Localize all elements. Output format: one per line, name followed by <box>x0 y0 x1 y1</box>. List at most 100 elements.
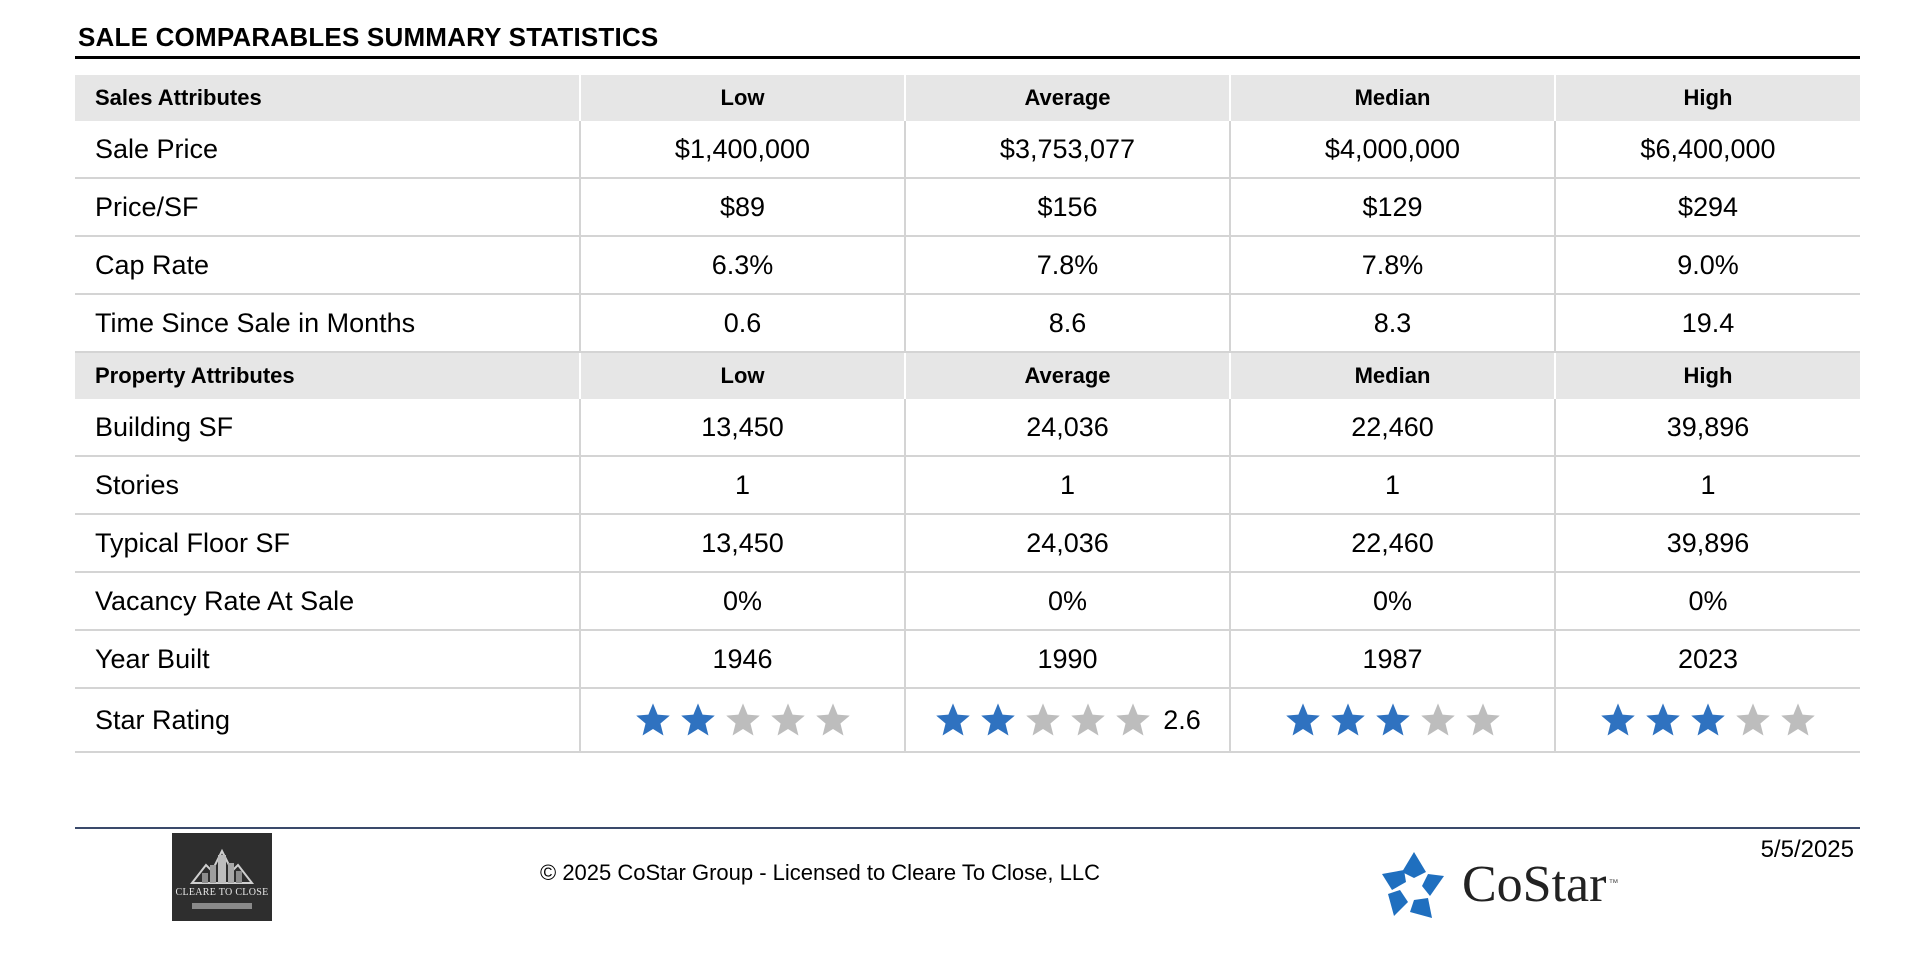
star-filled-icon <box>1601 703 1635 736</box>
cell-high: 1 <box>1554 456 1860 515</box>
column-header-median: Median <box>1229 352 1555 399</box>
cell-average: 1 <box>904 456 1230 515</box>
cell-average: 1990 <box>904 630 1230 689</box>
row-label: Building SF <box>75 399 580 457</box>
cell-low: 13,450 <box>579 514 905 573</box>
cell-average: $3,753,077 <box>904 121 1230 179</box>
star-filled-icon <box>981 703 1016 736</box>
cell-low: $1,400,000 <box>579 121 905 179</box>
house-skyline-icon <box>189 848 255 884</box>
star-rating-row: Star Rating 2.6 <box>75 688 1860 753</box>
copyright-text: © 2025 CoStar Group - Licensed to Cleare… <box>540 860 1100 885</box>
row-label: Stories <box>75 456 580 515</box>
costar-star-icon <box>1382 852 1444 918</box>
row-label: Star Rating <box>75 688 580 753</box>
star-empty-icon <box>1465 703 1500 736</box>
table-row: Typical Floor SF 13,450 24,036 22,460 39,896 <box>75 514 1860 573</box>
cell-high: 0% <box>1554 572 1860 631</box>
row-label: Price/SF <box>75 178 580 237</box>
cell-high: $6,400,000 <box>1554 121 1860 179</box>
star-empty-icon <box>725 703 760 736</box>
star-filled-icon <box>1285 703 1320 736</box>
cell-average: 2.6 <box>904 688 1230 753</box>
star-filled-icon <box>635 703 670 736</box>
cell-high: 39,896 <box>1554 514 1860 573</box>
summary-statistics-table: Sales Attributes Low Average Median High Sale… <box>75 75 1860 753</box>
star-filled-icon <box>1330 703 1365 736</box>
cell-high <box>1554 688 1860 753</box>
cell-median: $4,000,000 <box>1229 121 1555 179</box>
cell-high: 2023 <box>1554 630 1860 689</box>
cell-average: 8.6 <box>904 294 1230 353</box>
star-empty-icon <box>1071 703 1106 736</box>
star-empty-icon <box>1026 703 1061 736</box>
star-rating-high <box>1599 701 1817 739</box>
column-header-average: Average <box>904 352 1230 399</box>
cell-average: 0% <box>904 572 1230 631</box>
table-row: Stories 1 1 1 1 <box>75 456 1860 515</box>
title-rule <box>75 56 1860 59</box>
star-empty-icon <box>815 703 850 736</box>
cell-low: 0% <box>579 572 905 631</box>
costar-brand-name: CoStar <box>1462 856 1607 913</box>
star-filled-icon <box>680 703 715 736</box>
column-header-average: Average <box>904 75 1230 121</box>
cell-low: 1 <box>579 456 905 515</box>
star-empty-icon <box>1116 703 1151 736</box>
star-rating-average: 2.6 <box>934 701 1201 739</box>
logo-bar <box>192 903 252 909</box>
cell-average: 7.8% <box>904 236 1230 295</box>
star-empty-icon <box>1736 703 1770 736</box>
footer-rule <box>75 827 1860 829</box>
sales-header-row: Sales Attributes Low Average Median High <box>75 75 1860 121</box>
cleare-to-close-logo: CLEARE TO CLOSE <box>172 833 272 921</box>
cell-low: 13,450 <box>579 399 905 457</box>
cell-low: $89 <box>579 178 905 237</box>
star-filled-icon <box>936 703 971 736</box>
star-rating-value: 2.6 <box>1163 704 1201 735</box>
column-header-label: Sales Attributes <box>75 75 580 121</box>
cell-high: $294 <box>1554 178 1860 237</box>
cell-median: 7.8% <box>1229 236 1555 295</box>
cell-low: 6.3% <box>579 236 905 295</box>
costar-logo: CoStar ™ <box>1380 850 1618 920</box>
row-label: Cap Rate <box>75 236 580 295</box>
page-title: SALE COMPARABLES SUMMARY STATISTICS <box>78 22 659 52</box>
cell-high: 39,896 <box>1554 399 1860 457</box>
table-row: Building SF 13,450 24,036 22,460 39,896 <box>75 399 1860 457</box>
cell-average: 24,036 <box>904 399 1230 457</box>
row-label: Year Built <box>75 630 580 689</box>
cell-median <box>1229 688 1555 753</box>
cell-high: 19.4 <box>1554 294 1860 353</box>
logo-name: CLEARE TO CLOSE <box>175 887 269 898</box>
cell-low: 1946 <box>579 630 905 689</box>
star-empty-icon <box>1781 703 1815 736</box>
report-date: 5/5/2025 <box>1760 836 1854 863</box>
row-label: Time Since Sale in Months <box>75 294 580 353</box>
star-filled-icon <box>1691 703 1725 736</box>
star-filled-icon <box>1375 703 1410 736</box>
star-filled-icon <box>1646 703 1680 736</box>
costar-trademark: ™ <box>1608 878 1619 889</box>
row-label: Vacancy Rate At Sale <box>75 572 580 631</box>
cell-high: 9.0% <box>1554 236 1860 295</box>
star-empty-icon <box>1420 703 1455 736</box>
cell-average: $156 <box>904 178 1230 237</box>
cell-average: 24,036 <box>904 514 1230 573</box>
cell-median: $129 <box>1229 178 1555 237</box>
table-row: Cap Rate 6.3% 7.8% 7.8% 9.0% <box>75 236 1860 295</box>
table-row: Price/SF $89 $156 $129 $294 <box>75 178 1860 237</box>
cell-median: 8.3 <box>1229 294 1555 353</box>
column-header-high: High <box>1554 352 1860 399</box>
column-header-label: Property Attributes <box>75 352 580 399</box>
star-rating-low <box>634 701 852 739</box>
property-header-row: Property Attributes Low Average Median High <box>75 352 1860 399</box>
row-label: Sale Price <box>75 121 580 179</box>
cell-median: 0% <box>1229 572 1555 631</box>
cell-median: 22,460 <box>1229 514 1555 573</box>
table-row: Time Since Sale in Months 0.6 8.6 8.3 19.4 <box>75 294 1860 353</box>
cell-median: 1 <box>1229 456 1555 515</box>
column-header-low: Low <box>579 75 905 121</box>
cell-median: 1987 <box>1229 630 1555 689</box>
star-rating-median <box>1284 701 1502 739</box>
